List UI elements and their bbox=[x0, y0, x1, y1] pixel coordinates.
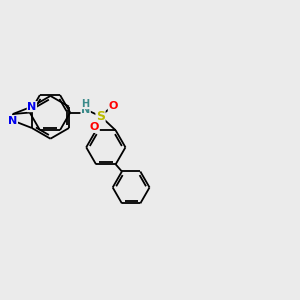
Text: O: O bbox=[108, 101, 118, 111]
Text: N: N bbox=[81, 106, 90, 116]
Text: S: S bbox=[96, 110, 105, 123]
Text: H: H bbox=[82, 99, 90, 109]
Text: N: N bbox=[8, 116, 17, 126]
Text: O: O bbox=[90, 122, 99, 132]
Text: N: N bbox=[27, 102, 37, 112]
